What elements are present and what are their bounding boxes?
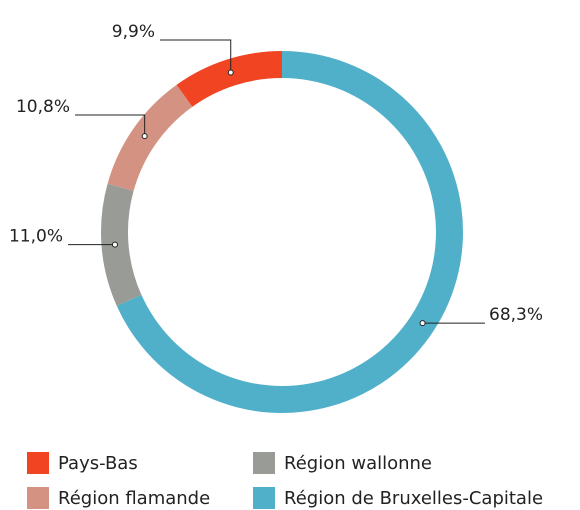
data-label: 68,3%	[489, 305, 543, 325]
leader-dot	[227, 69, 234, 76]
legend-swatch	[253, 487, 275, 509]
legend-label: Région flamande	[58, 488, 210, 509]
legend-label: Pays-Bas	[58, 453, 138, 474]
legend-swatch	[27, 487, 49, 509]
data-label: 10,8%	[16, 97, 70, 117]
leader-dot	[141, 133, 148, 140]
slice	[176, 51, 282, 107]
leader-dot	[419, 320, 426, 327]
leader-line	[160, 39, 232, 73]
leader-line	[75, 114, 146, 137]
legend-label: Région de Bruxelles-Capitale	[284, 488, 543, 509]
legend-swatch	[27, 452, 49, 474]
data-label: 9,9%	[112, 22, 155, 42]
legend-swatch	[253, 452, 275, 474]
data-label: 11,0%	[9, 227, 63, 247]
slice	[107, 84, 193, 191]
leader-dot	[111, 241, 118, 248]
legend-label: Région wallonne	[284, 453, 432, 474]
slice	[101, 183, 142, 306]
